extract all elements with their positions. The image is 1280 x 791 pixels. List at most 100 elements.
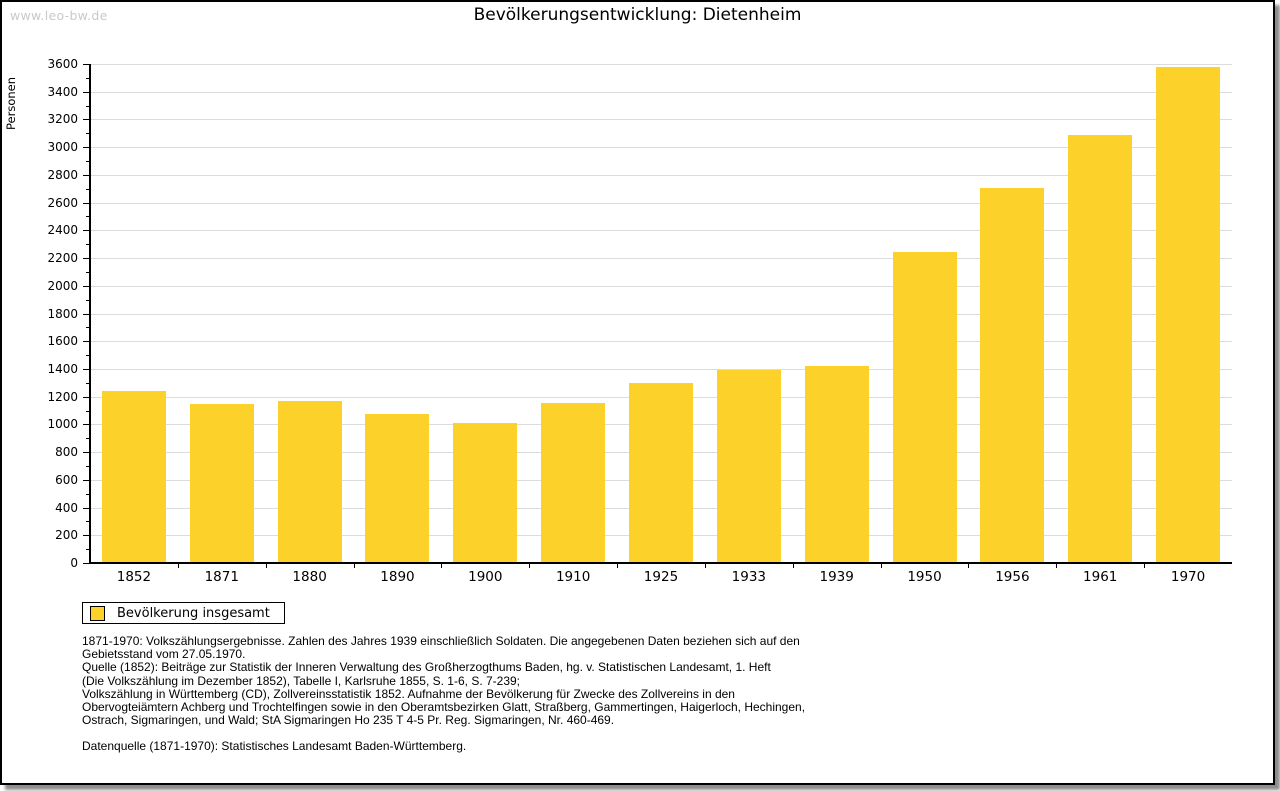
x-tick-label-1880: 1880 <box>292 569 327 585</box>
datasource-line: Datenquelle (1871-1970): Statistisches L… <box>82 739 467 754</box>
y-minor-tick-900 <box>86 438 90 440</box>
y-minor-tick-3500 <box>86 77 90 79</box>
x-tick-label-1871: 1871 <box>204 569 239 585</box>
bar-1852 <box>101 390 166 563</box>
x-tick-label-1950: 1950 <box>907 569 942 585</box>
y-grid-line-1600 <box>90 341 1232 343</box>
y-minor-tick-1500 <box>86 355 90 357</box>
y-tick-label-3000: 3000 <box>47 140 78 155</box>
y-grid-line-3600 <box>90 64 1232 65</box>
y-major-tick-2200 <box>83 258 90 260</box>
y-minor-tick-1700 <box>86 327 90 329</box>
bar-1970 <box>1156 66 1221 563</box>
y-minor-tick-700 <box>86 465 90 467</box>
x-boundary-tick-8 <box>792 563 794 568</box>
footnotes: 1871-1970: Volkszählungsergebnisse. Zahl… <box>82 634 806 754</box>
x-axis-line <box>89 562 1232 564</box>
y-major-tick-2600 <box>83 202 90 204</box>
y-grid-line-2600 <box>90 202 1232 204</box>
x-boundary-tick-9 <box>880 563 882 568</box>
bar-1890 <box>365 413 430 563</box>
bar-1933 <box>716 369 781 563</box>
y-tick-label-1000: 1000 <box>47 417 78 432</box>
x-tick-label-1933: 1933 <box>731 569 767 585</box>
y-major-tick-1600 <box>83 341 90 343</box>
y-minor-tick-2100 <box>86 271 90 273</box>
x-tick-label-1939: 1939 <box>819 569 854 585</box>
y-tick-label-1400: 1400 <box>47 361 78 376</box>
y-grid-line-2000 <box>90 285 1232 287</box>
bar-1925 <box>629 382 693 563</box>
x-boundary-tick-1 <box>177 563 179 568</box>
x-boundary-tick-11 <box>1056 563 1058 568</box>
x-boundary-tick-6 <box>617 563 619 568</box>
y-tick-label-800: 800 <box>55 445 78 460</box>
y-tick-label-0: 0 <box>70 556 78 570</box>
footnote-line-6: Obervogteiämtern Achberg und Trochtelfin… <box>82 700 806 715</box>
x-boundary-tick-7 <box>704 563 706 568</box>
bar-1871 <box>189 403 254 563</box>
x-tick-label-1970: 1970 <box>1170 569 1206 585</box>
y-tick-label-2200: 2200 <box>47 251 78 266</box>
x-tick-label-1890: 1890 <box>380 569 415 585</box>
y-minor-tick-2500 <box>86 216 90 218</box>
legend-label: Bevölkerung insgesamt <box>117 605 270 621</box>
x-tick-label-1852: 1852 <box>116 569 152 585</box>
x-tick-label-1925: 1925 <box>643 569 679 585</box>
y-major-tick-1800 <box>83 313 90 315</box>
y-major-tick-400 <box>83 507 90 509</box>
x-boundary-tick-3 <box>353 563 355 568</box>
y-tick-label-1800: 1800 <box>47 306 78 321</box>
y-grid-line-1800 <box>90 313 1232 315</box>
y-major-tick-2400 <box>83 230 90 232</box>
y-minor-tick-3300 <box>86 105 90 107</box>
y-minor-tick-3100 <box>86 133 90 135</box>
y-grid-line-2200 <box>90 258 1232 260</box>
y-grid-line-3400 <box>90 91 1232 93</box>
y-major-tick-2000 <box>83 285 90 287</box>
y-major-tick-3200 <box>83 119 90 121</box>
y-minor-tick-2900 <box>86 161 90 163</box>
y-tick-label-1600: 1600 <box>47 334 78 349</box>
y-minor-tick-1300 <box>86 382 90 384</box>
footnote-line-1: 1871-1970: Volkszählungsergebnisse. Zahl… <box>82 634 800 648</box>
bar-1939 <box>804 365 869 563</box>
y-grid-line-2400 <box>90 230 1232 232</box>
y-major-tick-0 <box>83 563 90 564</box>
y-major-tick-1000 <box>83 424 90 426</box>
y-major-tick-200 <box>83 535 90 537</box>
y-tick-label-400: 400 <box>55 500 78 515</box>
x-tick-label-1910: 1910 <box>555 569 591 585</box>
bar-1950 <box>892 251 957 563</box>
footnote-line-3: Quelle (1852): Beiträge zur Statistik de… <box>82 660 771 675</box>
y-major-tick-3000 <box>83 147 90 149</box>
y-major-tick-600 <box>83 479 90 481</box>
x-boundary-tick-10 <box>968 563 970 568</box>
y-minor-tick-1100 <box>86 410 90 412</box>
watermark: www.leo-bw.de <box>10 8 108 23</box>
x-boundary-tick-12 <box>1144 563 1146 568</box>
y-minor-tick-500 <box>86 493 90 495</box>
footnote-line-2: Gebietsstand vom 27.05.1970. <box>82 647 246 662</box>
y-minor-tick-1900 <box>86 299 90 301</box>
y-major-tick-3400 <box>83 91 90 93</box>
y-grid-line-3200 <box>90 119 1232 121</box>
y-tick-label-1200: 1200 <box>47 389 78 404</box>
x-tick-label-1900: 1900 <box>468 569 503 585</box>
y-grid-line-1400 <box>90 368 1232 370</box>
page-title: Bevölkerungsentwicklung: Dietenheim <box>473 5 802 25</box>
y-tick-label-3600: 3600 <box>47 57 78 71</box>
y-grid-line-3000 <box>90 147 1232 149</box>
bar-1900 <box>453 422 518 563</box>
legend: Bevölkerung insgesamt <box>82 602 285 624</box>
x-boundary-tick-2 <box>265 563 267 568</box>
bar-1961 <box>1068 134 1133 563</box>
y-minor-tick-2700 <box>86 188 90 190</box>
x-boundary-tick-5 <box>529 563 531 568</box>
x-tick-label-1956: 1956 <box>995 569 1030 585</box>
bar-1880 <box>277 400 342 563</box>
y-tick-label-2400: 2400 <box>47 223 78 238</box>
footnote-line-4: (Die Volkszählung im Dezember 1852), Tab… <box>82 673 521 688</box>
y-minor-tick-2300 <box>86 244 90 246</box>
y-tick-label-2600: 2600 <box>47 195 78 210</box>
